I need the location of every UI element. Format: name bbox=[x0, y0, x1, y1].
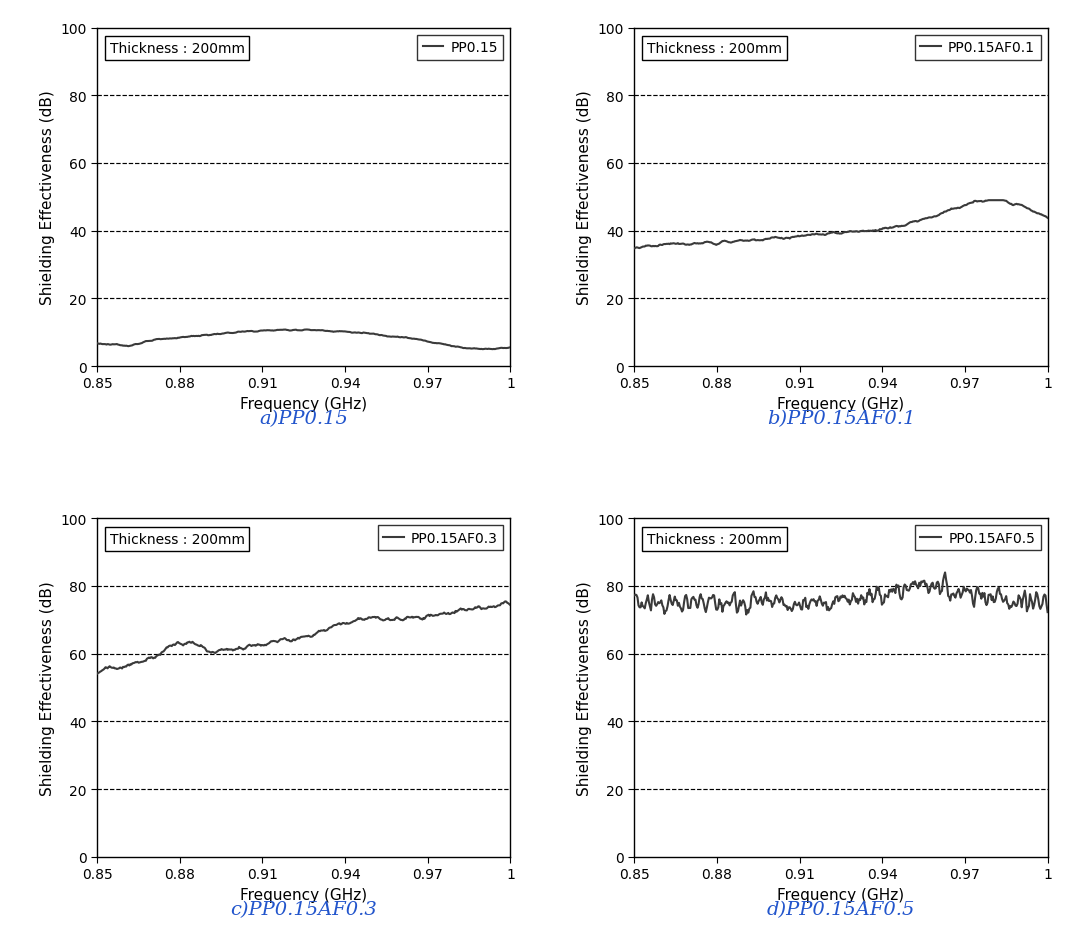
Text: a)PP0.15: a)PP0.15 bbox=[259, 409, 348, 427]
Text: Thickness : 200mm: Thickness : 200mm bbox=[109, 42, 244, 56]
Text: b)PP0.15AF0.1: b)PP0.15AF0.1 bbox=[767, 409, 915, 427]
X-axis label: Frequency (GHz): Frequency (GHz) bbox=[778, 397, 905, 411]
Y-axis label: Shielding Effectiveness (dB): Shielding Effectiveness (dB) bbox=[40, 581, 55, 795]
X-axis label: Frequency (GHz): Frequency (GHz) bbox=[240, 397, 367, 411]
Legend: PP0.15AF0.1: PP0.15AF0.1 bbox=[915, 35, 1041, 61]
Text: Thickness : 200mm: Thickness : 200mm bbox=[647, 532, 782, 546]
Text: c)PP0.15AF0.3: c)PP0.15AF0.3 bbox=[230, 900, 377, 918]
Text: Thickness : 200mm: Thickness : 200mm bbox=[647, 42, 782, 56]
Legend: PP0.15: PP0.15 bbox=[417, 35, 503, 61]
Text: d)PP0.15AF0.5: d)PP0.15AF0.5 bbox=[767, 900, 915, 918]
Y-axis label: Shielding Effectiveness (dB): Shielding Effectiveness (dB) bbox=[40, 90, 55, 305]
Text: Thickness : 200mm: Thickness : 200mm bbox=[109, 532, 244, 546]
X-axis label: Frequency (GHz): Frequency (GHz) bbox=[240, 886, 367, 902]
Y-axis label: Shielding Effectiveness (dB): Shielding Effectiveness (dB) bbox=[577, 90, 592, 305]
X-axis label: Frequency (GHz): Frequency (GHz) bbox=[778, 886, 905, 902]
Legend: PP0.15AF0.5: PP0.15AF0.5 bbox=[915, 526, 1041, 551]
Y-axis label: Shielding Effectiveness (dB): Shielding Effectiveness (dB) bbox=[577, 581, 592, 795]
Legend: PP0.15AF0.3: PP0.15AF0.3 bbox=[378, 526, 503, 551]
